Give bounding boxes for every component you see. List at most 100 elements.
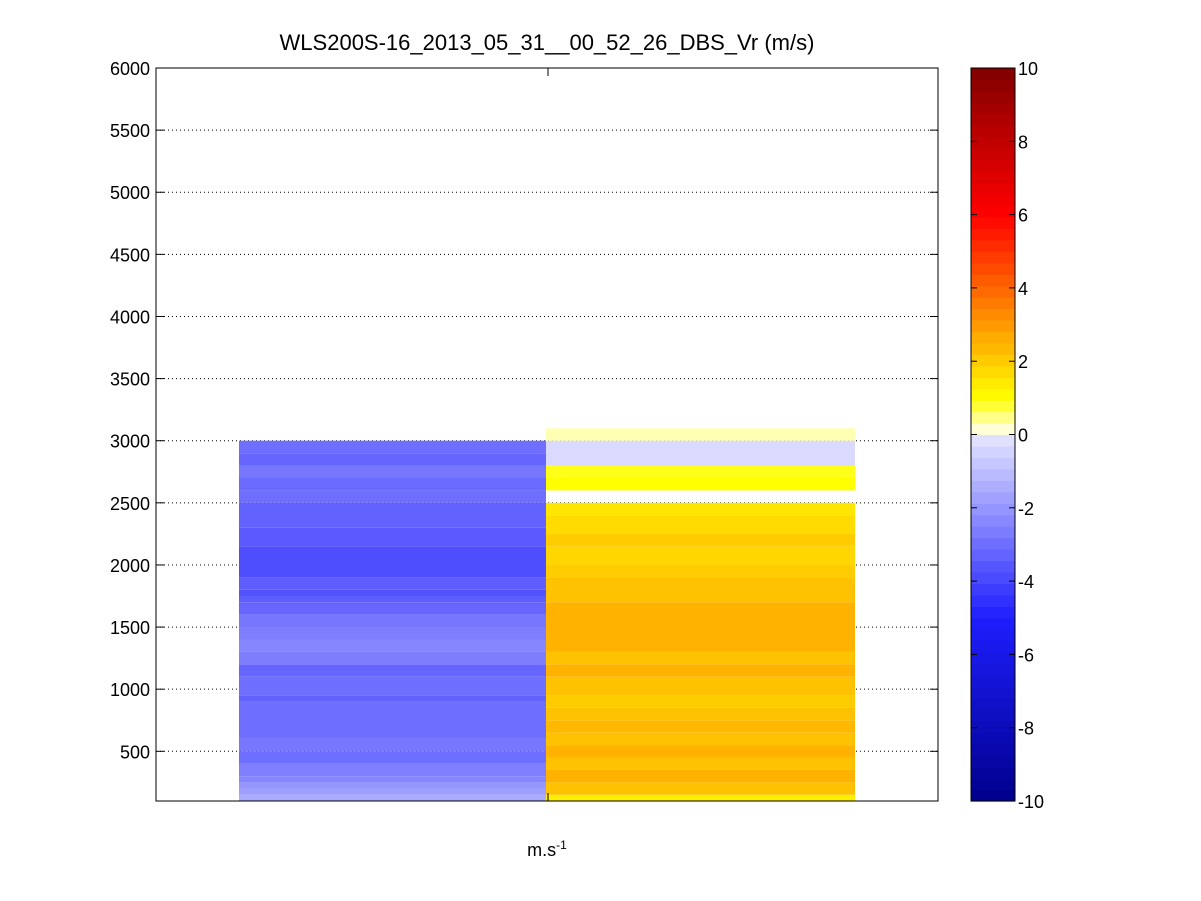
heatmap-cell [546,477,855,491]
colorbar-tick-label: 4 [1018,279,1028,299]
heatmap-cell [239,751,546,764]
colorbar-tick-label: -2 [1018,499,1034,519]
heatmap-cell [239,440,546,454]
colorbar: -10 -8 -6 -4 -2 0 2 4 6 8 10 [970,59,1044,812]
x-axis-label: m.s-1 [156,838,938,861]
colorbar-swatch [971,400,1015,413]
colorbar-swatch [971,686,1015,699]
y-tick-label: 3000 [110,432,150,452]
heatmap-cell [546,428,855,441]
colorbar-swatch [971,720,1015,733]
colorbar-swatch [971,262,1015,275]
y-tick-label: 500 [120,742,150,762]
plot-frame [155,67,939,802]
heatmap-cell [239,651,546,665]
heatmap-cell [546,794,855,801]
colorbar-swatch [971,457,1015,470]
colorbar-swatch [971,205,1015,218]
y-tick-label: 6000 [110,59,150,79]
colorbar-swatch [971,331,1015,344]
x-axis-label-base: m.s [527,840,557,860]
heatmap-cell [546,465,855,478]
colorbar-swatch [971,423,1015,436]
colorbar-swatch [971,125,1015,138]
colorbar-swatch [971,549,1015,562]
heatmap-cell [239,763,546,777]
heatmap-cell [239,776,546,783]
colorbar-swatch [971,629,1015,642]
colorbar-swatch [971,583,1015,596]
colorbar-swatch [971,308,1015,321]
colorbar-swatch [971,171,1015,184]
colorbar-tick-label: -8 [1018,719,1034,739]
heatmap-cell [239,664,546,677]
axes: 500 1000 1500 2000 2500 3000 3500 4000 4500 5000 5… [110,59,939,802]
heatmap-cell [546,732,855,746]
y-tick-label: 5000 [110,183,150,203]
colorbar-swatch [971,90,1015,103]
colorbar-swatch [971,663,1015,676]
y-tick-label: 4500 [110,245,150,265]
heatmap-cell [546,695,855,708]
colorbar-swatch [971,285,1015,298]
heatmap-cell [546,515,855,534]
heatmap-cell [239,527,546,547]
heatmap-cell [546,707,855,721]
colorbar-swatch [971,411,1015,424]
colorbar-swatch [971,342,1015,355]
colorbar-tick-label: 2 [1018,352,1028,372]
colorbar-swatch [971,709,1015,722]
heatmap-cell [546,602,855,652]
heatmap-cell [239,546,546,578]
heatmap-cell [239,794,546,801]
heatmap-cell [546,782,855,795]
colorbar-swatch [971,297,1015,310]
y-tick-label: 4000 [110,307,150,327]
heatmap-cell [239,589,546,597]
colorbar-swatch [971,503,1015,516]
colorbar-swatch [971,68,1015,81]
y-tick-label: 3500 [110,370,150,390]
heatmap-cell [239,596,546,603]
colorbar-swatch [971,652,1015,665]
colorbar-swatch [971,102,1015,115]
heatmap-cell [546,564,855,578]
x-axis-label-exponent: -1 [556,838,567,852]
colorbar-swatch [971,789,1015,802]
colorbar-swatch [971,480,1015,493]
y-tick-label: 5500 [110,121,150,141]
colorbar-swatch [971,537,1015,550]
colorbar-swatch [971,319,1015,333]
colorbar-swatch [971,182,1015,195]
colorbar-swatch [971,526,1015,539]
heatmap-cell [546,745,855,758]
colorbar-swatch [971,136,1015,149]
colorbar-swatch [971,251,1015,264]
colorbar-swatch [971,228,1015,241]
heatmap-cell [239,701,546,739]
heatmap-cell [239,477,546,491]
colorbar-swatch [971,159,1015,172]
colorbar-swatch [971,148,1015,161]
colorbar-swatch [971,755,1015,768]
colorbar-swatch [971,239,1015,252]
colorbar-swatch [971,468,1015,481]
y-tick-label: 1500 [110,618,150,638]
colorbar-swatch [971,560,1015,573]
colorbar-tick-label: 10 [1018,59,1038,79]
heatmap-cell [546,664,855,677]
colorbar-swatch [971,445,1015,459]
colorbar-swatch [971,697,1015,710]
colorbar-swatch [971,274,1015,287]
y-tick-label: 1000 [110,680,150,700]
colorbar-swatch [971,354,1015,367]
colorbar-swatch [971,216,1015,229]
colorbar-swatch [971,365,1015,378]
heatmap-cells [239,428,855,801]
heatmap-cell [239,639,546,652]
heatmap-cell [546,676,855,696]
heatmap-cell [239,490,546,503]
heatmap-cell [239,465,546,478]
colorbar-swatch [971,491,1015,504]
